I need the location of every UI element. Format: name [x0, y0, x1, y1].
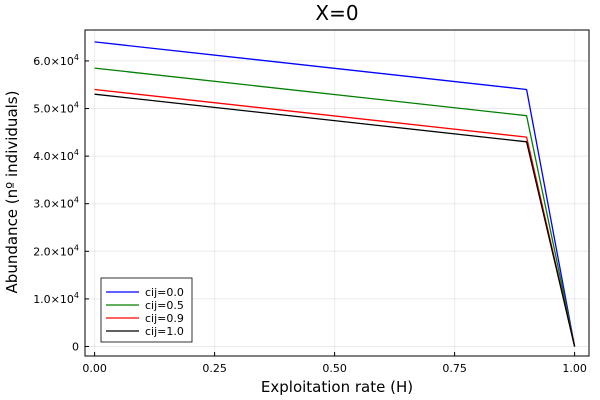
legend-label: cij=0.5: [145, 299, 184, 312]
x-axis-label: Exploitation rate (H): [261, 378, 413, 396]
chart-title: X=0: [315, 1, 358, 25]
x-tick-label: 0.25: [202, 362, 227, 375]
x-axis-ticks: 0.00 0.25 0.50 0.75 1.00: [82, 352, 587, 375]
y-tick-label: 0: [72, 340, 79, 353]
plot-frame: [84, 29, 590, 357]
y-tick-label: 6.0×104: [33, 53, 79, 68]
legend-label: cij=1.0: [145, 325, 184, 338]
series-lines: [94, 41, 576, 347]
series-line-cij-0-0: [94, 41, 576, 347]
x-tick-label: 0.00: [82, 362, 107, 375]
x-tick-label: 0.75: [442, 362, 467, 375]
y-tick-label: 5.0×104: [33, 101, 79, 116]
series-line-cij-0-5: [94, 67, 576, 347]
legend-label: cij=0.9: [145, 312, 184, 325]
series-line-cij-1-0: [94, 93, 576, 347]
y-tick-label: 1.0×104: [33, 291, 79, 306]
y-axis-label: Abundance (nº individuals): [3, 91, 21, 294]
y-tick-label: 3.0×104: [33, 196, 79, 211]
y-tick-label: 4.0×104: [33, 148, 79, 163]
x-tick-label: 1.00: [562, 362, 587, 375]
legend-label: cij=0.0: [145, 286, 184, 299]
y-tick-label: 2.0×104: [33, 243, 79, 258]
x-tick-label: 0.50: [322, 362, 347, 375]
y-axis-ticks: 0 1.0×104 2.0×104 3.0×104 4.0×104 5.0×104 6.0×…: [33, 53, 89, 353]
